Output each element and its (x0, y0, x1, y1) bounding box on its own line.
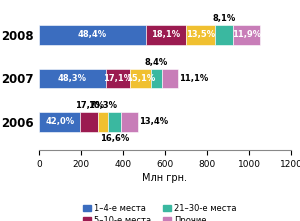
Bar (39, 112, 80, 132)
Bar (39, 69, 106, 88)
Text: 17,7%: 17,7% (75, 101, 104, 110)
Bar (121, 112, 138, 132)
Bar (80, 112, 98, 132)
Text: 17,1%: 17,1% (103, 74, 132, 83)
Text: 8,1%: 8,1% (213, 14, 236, 23)
Bar (98, 112, 108, 132)
Bar (233, 25, 260, 45)
Text: 10,3%: 10,3% (88, 101, 117, 110)
X-axis label: Млн грн.: Млн грн. (142, 173, 188, 183)
Bar (186, 25, 215, 45)
Text: 15,1%: 15,1% (126, 74, 155, 83)
Bar (146, 25, 186, 45)
Text: 11,9%: 11,9% (232, 30, 261, 39)
Bar (106, 69, 130, 88)
Text: 13,5%: 13,5% (186, 30, 215, 39)
Text: 48,4%: 48,4% (78, 30, 107, 39)
Bar (163, 69, 178, 88)
Bar (130, 69, 151, 88)
Text: 11,1%: 11,1% (179, 74, 208, 83)
Text: 18,1%: 18,1% (151, 30, 180, 39)
Text: 8,4%: 8,4% (145, 58, 168, 67)
Text: 16,6%: 16,6% (100, 133, 129, 143)
Text: 42,0%: 42,0% (45, 118, 74, 126)
Bar (108, 112, 121, 132)
Bar (39, 25, 146, 45)
Bar (215, 25, 233, 45)
Legend: 1–4-е места, 5–10-е места, 11–20-е места, 21–30-е места, Прочие: 1–4-е места, 5–10-е места, 11–20-е места… (80, 200, 240, 221)
Text: 48,3%: 48,3% (58, 74, 87, 83)
Text: 13,4%: 13,4% (139, 118, 168, 126)
Bar (151, 69, 163, 88)
